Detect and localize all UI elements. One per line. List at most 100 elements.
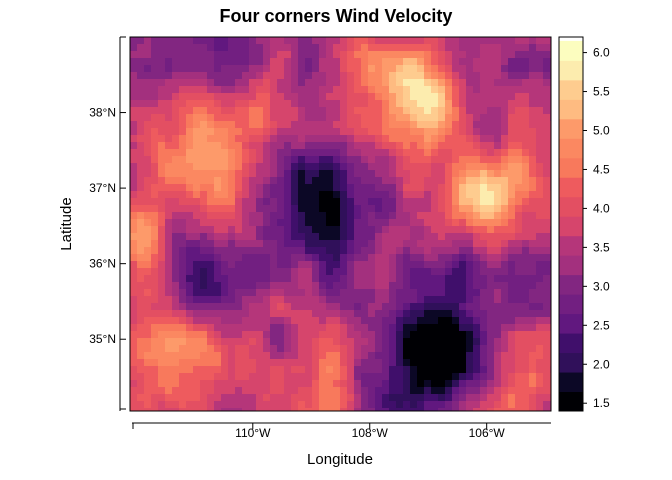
heatmap-cell (459, 408, 467, 412)
heatmap-cell (403, 359, 411, 367)
heatmap-cell (235, 198, 243, 206)
heatmap-cell (473, 142, 481, 150)
heatmap-cell (466, 345, 474, 353)
heatmap-cell (375, 212, 383, 220)
heatmap-cell (214, 205, 222, 213)
heatmap-cell (403, 128, 411, 136)
heatmap-cell (417, 352, 425, 360)
heatmap-cell (270, 380, 278, 388)
heatmap-cell (256, 100, 264, 108)
heatmap-cell (151, 121, 159, 129)
heatmap-cell (508, 107, 516, 115)
heatmap-cell (340, 72, 348, 80)
heatmap-cell (340, 184, 348, 192)
heatmap-cell (438, 121, 446, 129)
heatmap-cell (515, 247, 523, 255)
heatmap-cell (130, 240, 138, 248)
heatmap-cell (326, 219, 334, 227)
heatmap-cell (263, 401, 271, 409)
heatmap-cell (249, 233, 257, 241)
heatmap-cell (144, 44, 152, 52)
heatmap-cell (410, 268, 418, 276)
heatmap-cell (529, 65, 537, 73)
heatmap-cell (459, 275, 467, 283)
heatmap-cell (396, 366, 404, 374)
heatmap-cell (242, 331, 250, 339)
heatmap-cell (221, 128, 229, 136)
heatmap-cell (536, 170, 544, 178)
heatmap-cell (347, 149, 355, 157)
heatmap-cell (263, 37, 271, 45)
heatmap-cell (452, 247, 460, 255)
heatmap-cell (417, 191, 425, 199)
heatmap-cell (312, 345, 320, 353)
heatmap-cell (396, 296, 404, 304)
heatmap-cell (221, 205, 229, 213)
heatmap-cell (270, 156, 278, 164)
heatmap-cell (410, 219, 418, 227)
heatmap-cell (431, 149, 439, 157)
heatmap-cell (130, 268, 138, 276)
heatmap-cell (452, 198, 460, 206)
heatmap-cell (487, 345, 495, 353)
heatmap-cell (396, 135, 404, 143)
heatmap-cell (312, 268, 320, 276)
heatmap-cell (298, 226, 306, 234)
heatmap-cell (438, 352, 446, 360)
heatmap-cell (130, 261, 138, 269)
heatmap-cell (340, 191, 348, 199)
heatmap-cell (172, 219, 180, 227)
heatmap-cell (361, 408, 369, 412)
heatmap-cell (361, 205, 369, 213)
heatmap-cell (431, 240, 439, 248)
heatmap-cell (312, 387, 320, 395)
heatmap-cell (270, 317, 278, 325)
heatmap-cell (445, 366, 453, 374)
heatmap-cell (403, 163, 411, 171)
heatmap-cell (508, 121, 516, 129)
heatmap-cell (361, 93, 369, 101)
heatmap-cell (403, 177, 411, 185)
heatmap-cell (487, 275, 495, 283)
heatmap-cell (389, 205, 397, 213)
heatmap-cell (151, 352, 159, 360)
heatmap-cell (396, 142, 404, 150)
heatmap-cell (494, 184, 502, 192)
heatmap-cell (221, 93, 229, 101)
heatmap-cell (200, 394, 208, 402)
heatmap-cell (172, 268, 180, 276)
heatmap-cell (445, 170, 453, 178)
heatmap-cell (466, 289, 474, 297)
heatmap-cell (452, 114, 460, 122)
heatmap-cell (242, 177, 250, 185)
heatmap-cell (179, 44, 187, 52)
heatmap-cell (228, 401, 236, 409)
heatmap-cell (193, 100, 201, 108)
heatmap-cell (368, 205, 376, 213)
heatmap-cell (522, 296, 530, 304)
heatmap-cell (172, 65, 180, 73)
heatmap-cell (291, 380, 299, 388)
heatmap-cell (501, 135, 509, 143)
heatmap-cell (431, 296, 439, 304)
heatmap-cell (480, 401, 488, 409)
heatmap-cell (431, 79, 439, 87)
heatmap-cell (186, 135, 194, 143)
heatmap-cell (172, 37, 180, 45)
y-axis-label: Latitude (58, 197, 75, 250)
heatmap-cell (179, 205, 187, 213)
heatmap-cell (172, 79, 180, 87)
heatmap-cell (333, 247, 341, 255)
heatmap-cell (536, 37, 544, 45)
heatmap-cell (347, 380, 355, 388)
heatmap-cell (207, 128, 215, 136)
heatmap-cell (130, 65, 138, 73)
heatmap-cell (214, 177, 222, 185)
heatmap-cell (445, 401, 453, 409)
heatmap-cell (445, 359, 453, 367)
heatmap-cell (214, 93, 222, 101)
heatmap-cell (144, 93, 152, 101)
heatmap-cell (200, 373, 208, 381)
heatmap-cell (375, 331, 383, 339)
heatmap-cell (354, 373, 362, 381)
